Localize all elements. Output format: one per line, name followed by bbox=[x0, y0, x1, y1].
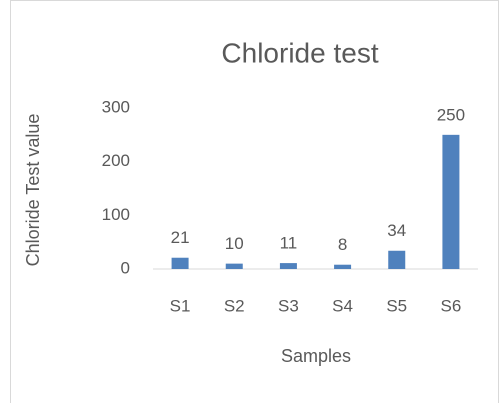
chart-title: Chloride test bbox=[221, 37, 378, 68]
y-axis-title: Chloride Test value bbox=[23, 114, 43, 267]
data-label: 11 bbox=[280, 234, 298, 253]
bar bbox=[279, 263, 297, 269]
bar bbox=[442, 134, 460, 269]
x-tick-label: S5 bbox=[386, 296, 407, 315]
x-tick-label: S1 bbox=[170, 296, 191, 315]
y-tick-label: 100 bbox=[102, 205, 130, 224]
x-axis-title: Samples bbox=[281, 346, 351, 366]
bar bbox=[334, 264, 352, 269]
y-tick-label: 0 bbox=[121, 258, 130, 277]
bar bbox=[171, 257, 189, 269]
chart-border bbox=[10, 0, 499, 403]
data-label: 8 bbox=[338, 235, 347, 254]
y-tick-label: 200 bbox=[102, 151, 130, 170]
data-label: 34 bbox=[387, 221, 406, 240]
data-label: 250 bbox=[437, 105, 465, 124]
data-label: 10 bbox=[225, 234, 244, 253]
data-label: 21 bbox=[171, 228, 190, 247]
x-tick-label: S4 bbox=[332, 296, 353, 315]
x-tick-label: S2 bbox=[224, 296, 245, 315]
bar bbox=[225, 263, 243, 269]
x-tick-label: S3 bbox=[278, 296, 299, 315]
bar bbox=[388, 250, 406, 269]
x-tick-label: S6 bbox=[441, 296, 462, 315]
y-tick-label: 300 bbox=[102, 97, 130, 116]
